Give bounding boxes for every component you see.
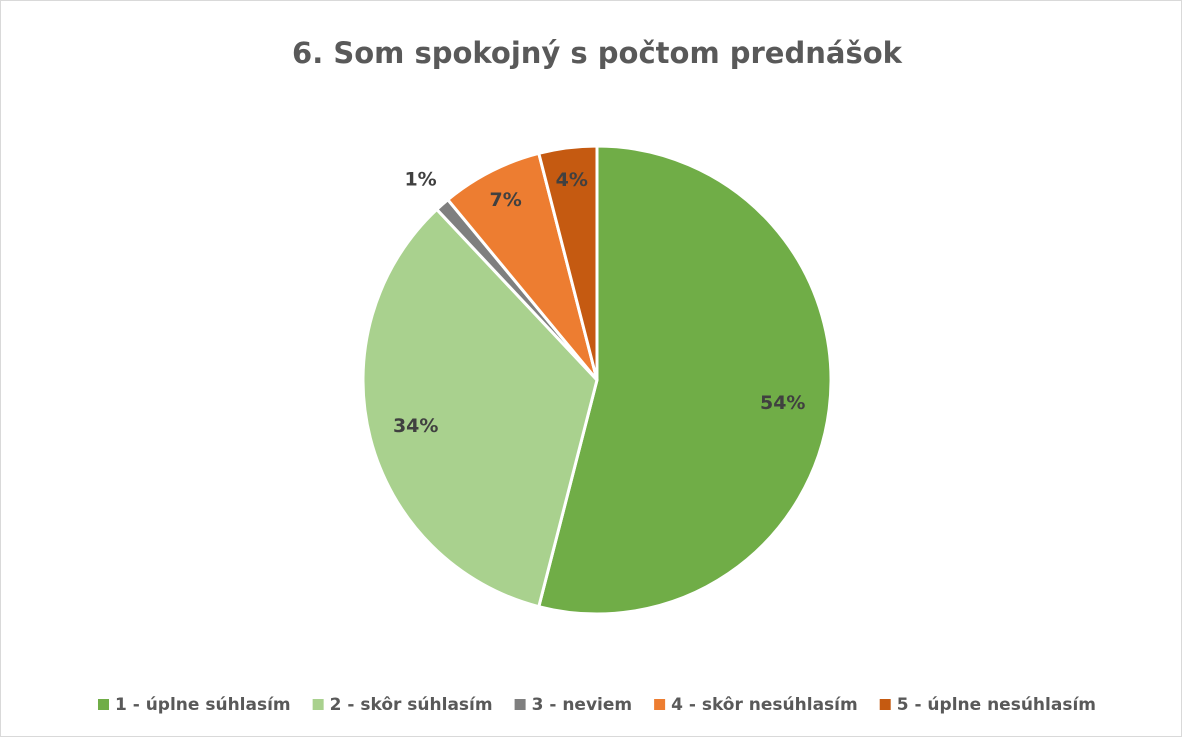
legend-label: 2 - skôr súhlasím (330, 695, 493, 715)
data-label: 1% (404, 168, 436, 190)
data-label: 54% (760, 392, 805, 414)
legend-label: 5 - úplne nesúhlasím (897, 695, 1096, 715)
legend-swatch (514, 699, 526, 710)
legend-swatch (879, 699, 891, 710)
legend-swatch (654, 699, 666, 710)
data-label: 34% (393, 415, 438, 437)
legend-label: 3 - neviem (532, 695, 633, 715)
pie-slice (536, 144, 833, 616)
chart-title: 6. Som spokojný s počtom prednášok (292, 36, 903, 70)
pie-slice (361, 207, 599, 609)
data-label: 7% (490, 189, 522, 211)
legend-label: 1 - úplne súhlasím (115, 695, 291, 715)
data-label: 4% (556, 169, 588, 191)
pie-slice (536, 144, 599, 381)
legend-swatch (97, 699, 109, 710)
pie-slice (445, 151, 599, 381)
legend-label: 4 - skôr nesúhlasím (671, 695, 858, 715)
legend-swatch (312, 699, 324, 710)
